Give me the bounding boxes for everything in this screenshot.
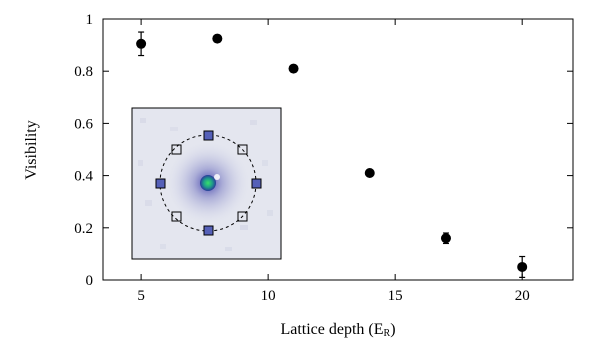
y-tick-label: 0.2 <box>74 221 93 237</box>
inset-peak-right <box>251 178 262 189</box>
data-point <box>136 38 147 49</box>
inset-noise <box>138 118 273 251</box>
inset-peak-top <box>203 130 214 141</box>
x-tick-label: 5 <box>137 288 145 304</box>
inset-image <box>131 107 282 260</box>
y-tick-label: 0.4 <box>74 169 93 185</box>
data-point <box>364 167 375 178</box>
inset-peak-bottom <box>203 225 214 236</box>
inset-central-peak <box>200 175 216 191</box>
x-axis-title-main: Lattice depth (E <box>280 321 383 338</box>
inset-peak-bottom-right <box>237 211 248 222</box>
x-axis-title: Lattice depth (ER) <box>280 321 395 339</box>
x-axis-ticks: 5 10 15 20 <box>137 19 530 304</box>
data-series <box>136 31 528 278</box>
x-axis-title-subscript: R <box>384 328 391 339</box>
y-tick-label: 1 <box>86 12 94 28</box>
x-axis-title-close: ) <box>390 321 395 338</box>
inset-peak-top-right <box>237 144 248 155</box>
inset-central-highlight <box>214 174 220 180</box>
data-point <box>212 33 223 44</box>
x-tick-label: 20 <box>515 288 530 304</box>
y-tick-label: 0.8 <box>74 64 93 80</box>
plot-frame <box>102 18 574 281</box>
y-tick-label: 0.6 <box>74 116 93 132</box>
y-axis-ticks: 0 0.2 0.4 0.6 0.8 1 <box>74 12 573 289</box>
data-point <box>440 233 451 244</box>
data-point <box>517 261 528 272</box>
data-point <box>288 63 299 74</box>
x-tick-label: 10 <box>261 288 276 304</box>
x-tick-label: 15 <box>388 288 403 304</box>
y-tick-label: 0 <box>86 273 94 289</box>
y-axis-title: Visibility <box>23 120 40 180</box>
inset-peak-bottom-left <box>171 211 182 222</box>
inset-peak-top-left <box>171 144 182 155</box>
inset-peak-left <box>155 178 166 189</box>
